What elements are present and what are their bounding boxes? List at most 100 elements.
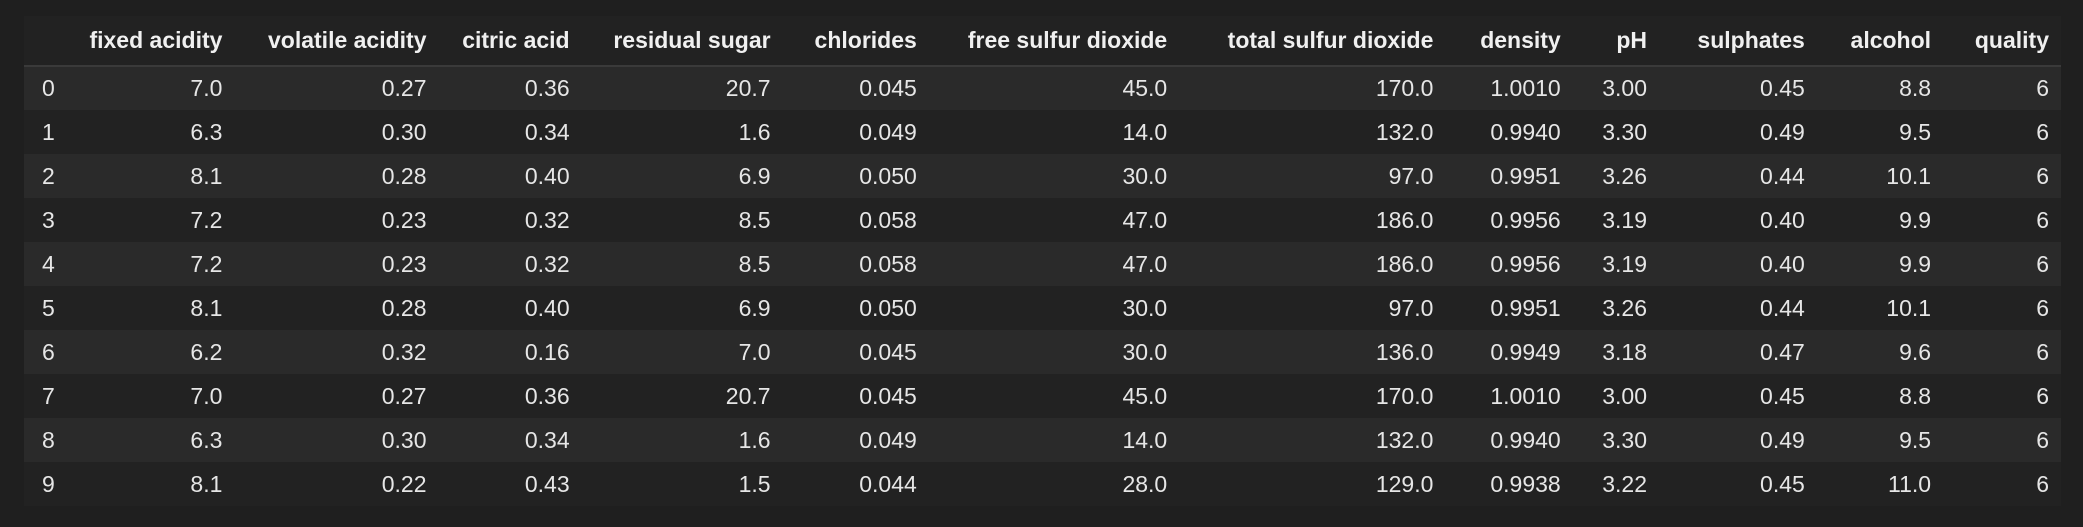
- table-cell: 45.0: [1122, 382, 1168, 409]
- table-row: 8 6.3 0.30 0.34 1.6 0.049 14.0 132.0 0.9940 3.30 0…: [24, 418, 2061, 462]
- table-cell: 30.0: [1122, 338, 1168, 365]
- table-cell: 0.36: [524, 75, 570, 101]
- table-cell: 1.6: [738, 426, 771, 453]
- table-cell: 47.0: [1122, 206, 1168, 233]
- table-cell: 0.28: [381, 162, 427, 189]
- column-header: quality: [1943, 16, 2061, 67]
- table-cell: 0.22: [381, 470, 427, 497]
- table-cell: 0.9951: [1490, 162, 1561, 189]
- table-cell: 30.0: [1122, 162, 1168, 189]
- table-cell: 0.40: [1760, 206, 1805, 233]
- table-cell: 3.00: [1602, 382, 1647, 409]
- row-index: 9: [42, 470, 55, 497]
- table-cell: 0.34: [524, 426, 570, 453]
- table-cell: 0.058: [859, 206, 917, 233]
- table-cell: 14.0: [1122, 426, 1168, 453]
- table-cell: 9.5: [1899, 118, 1932, 145]
- dataframe-table: fixed acidity volatile acidity citric acid…: [24, 16, 2061, 506]
- table-cell: 6: [2036, 118, 2049, 145]
- table-cell: 8.5: [738, 206, 771, 233]
- table-cell: 0.30: [381, 426, 427, 453]
- table-cell: 14.0: [1122, 118, 1168, 145]
- table-cell: 9.9: [1899, 250, 1932, 277]
- table-row: 5 8.1 0.28 0.40 6.9 0.050 30.0 97.0 0.9951 3.26 0.…: [24, 286, 2061, 330]
- table-cell: 0.45: [1760, 382, 1805, 409]
- table-cell: 3.19: [1602, 250, 1647, 277]
- table-cell: 0.44: [1760, 162, 1805, 189]
- table-cell: 30.0: [1122, 294, 1168, 321]
- table-cell: 1.5: [738, 470, 771, 497]
- table-cell: 0.40: [524, 294, 570, 321]
- table-cell: 0.36: [524, 382, 570, 409]
- table-cell: 0.9940: [1490, 118, 1561, 145]
- table-cell: 0.40: [524, 162, 570, 189]
- table-cell: 8.1: [190, 162, 223, 189]
- table-cell: 0.050: [859, 162, 917, 189]
- table-cell: 0.34: [524, 118, 570, 145]
- row-index: 4: [42, 250, 55, 277]
- column-header: volatile acidity: [234, 16, 439, 67]
- table-cell: 186.0: [1375, 250, 1434, 277]
- table-row: 4 7.2 0.23 0.32 8.5 0.058 47.0 186.0 0.9956 3.19 0…: [24, 242, 2061, 286]
- dataframe-output: fixed acidity volatile acidity citric acid…: [24, 16, 2061, 506]
- table-cell: 0.045: [859, 338, 917, 365]
- table-cell: 0.32: [381, 338, 427, 365]
- table-cell: 129.0: [1375, 470, 1434, 497]
- row-index: 3: [42, 206, 55, 233]
- table-cell: 97.0: [1388, 162, 1434, 189]
- table-cell: 8.8: [1899, 75, 1932, 101]
- index-header: [24, 16, 64, 67]
- table-cell: 0.32: [524, 206, 570, 233]
- table-cell: 28.0: [1122, 470, 1168, 497]
- table-cell: 170.0: [1375, 382, 1434, 409]
- table-cell: 6: [2036, 206, 2049, 233]
- table-cell: 7.0: [190, 382, 223, 409]
- table-cell: 0.49: [1760, 118, 1805, 145]
- column-header: citric acid: [438, 16, 582, 67]
- table-cell: 9.6: [1899, 338, 1932, 365]
- table-cell: 0.9940: [1490, 426, 1561, 453]
- table-cell: 9.5: [1899, 426, 1932, 453]
- table-cell: 47.0: [1122, 250, 1168, 277]
- table-cell: 8.5: [738, 250, 771, 277]
- table-cell: 3.19: [1602, 206, 1647, 233]
- row-index: 5: [42, 294, 55, 321]
- table-cell: 1.0010: [1490, 382, 1561, 409]
- table-cell: 0.9938: [1490, 470, 1561, 497]
- table-row: 3 7.2 0.23 0.32 8.5 0.058 47.0 186.0 0.9956 3.19 0…: [24, 198, 2061, 242]
- row-index: 7: [42, 382, 55, 409]
- column-header: pH: [1572, 16, 1659, 67]
- table-row: 9 8.1 0.22 0.43 1.5 0.044 28.0 129.0 0.9938 3.22 0…: [24, 462, 2061, 506]
- table-cell: 0.9956: [1490, 250, 1561, 277]
- table-cell: 3.30: [1602, 118, 1647, 145]
- table-cell: 0.23: [381, 250, 427, 277]
- table-cell: 6: [2036, 75, 2049, 101]
- table-cell: 8.8: [1899, 382, 1932, 409]
- row-index: 6: [42, 338, 55, 365]
- table-cell: 10.1: [1886, 162, 1932, 189]
- table-cell: 0.044: [859, 470, 917, 497]
- table-cell: 20.7: [725, 75, 771, 101]
- table-cell: 6.9: [738, 294, 771, 321]
- table-cell: 6: [2036, 294, 2049, 321]
- column-header: free sulfur dioxide: [928, 16, 1180, 67]
- table-cell: 0.16: [524, 338, 570, 365]
- table-cell: 6.3: [190, 426, 223, 453]
- table-cell: 0.49: [1760, 426, 1805, 453]
- table-cell: 3.26: [1602, 294, 1647, 321]
- column-header: density: [1445, 16, 1573, 67]
- table-cell: 3.26: [1602, 162, 1647, 189]
- table-cell: 8.1: [190, 294, 223, 321]
- table-cell: 0.049: [859, 426, 917, 453]
- table-cell: 6: [2036, 338, 2049, 365]
- table-cell: 136.0: [1375, 338, 1434, 365]
- table-cell: 0.23: [381, 206, 427, 233]
- table-body: 0 7.0 0.27 0.36 20.7 0.045 45.0 170.0 1.0010 3.00…: [24, 66, 2061, 506]
- table-row: 2 8.1 0.28 0.40 6.9 0.050 30.0 97.0 0.9951 3.26 0.…: [24, 154, 2061, 198]
- table-cell: 6: [2036, 162, 2049, 189]
- row-index: 1: [42, 118, 55, 145]
- table-cell: 0.28: [381, 294, 427, 321]
- table-cell: 6: [2036, 426, 2049, 453]
- table-cell: 0.47: [1760, 338, 1805, 365]
- table-cell: 0.43: [524, 470, 570, 497]
